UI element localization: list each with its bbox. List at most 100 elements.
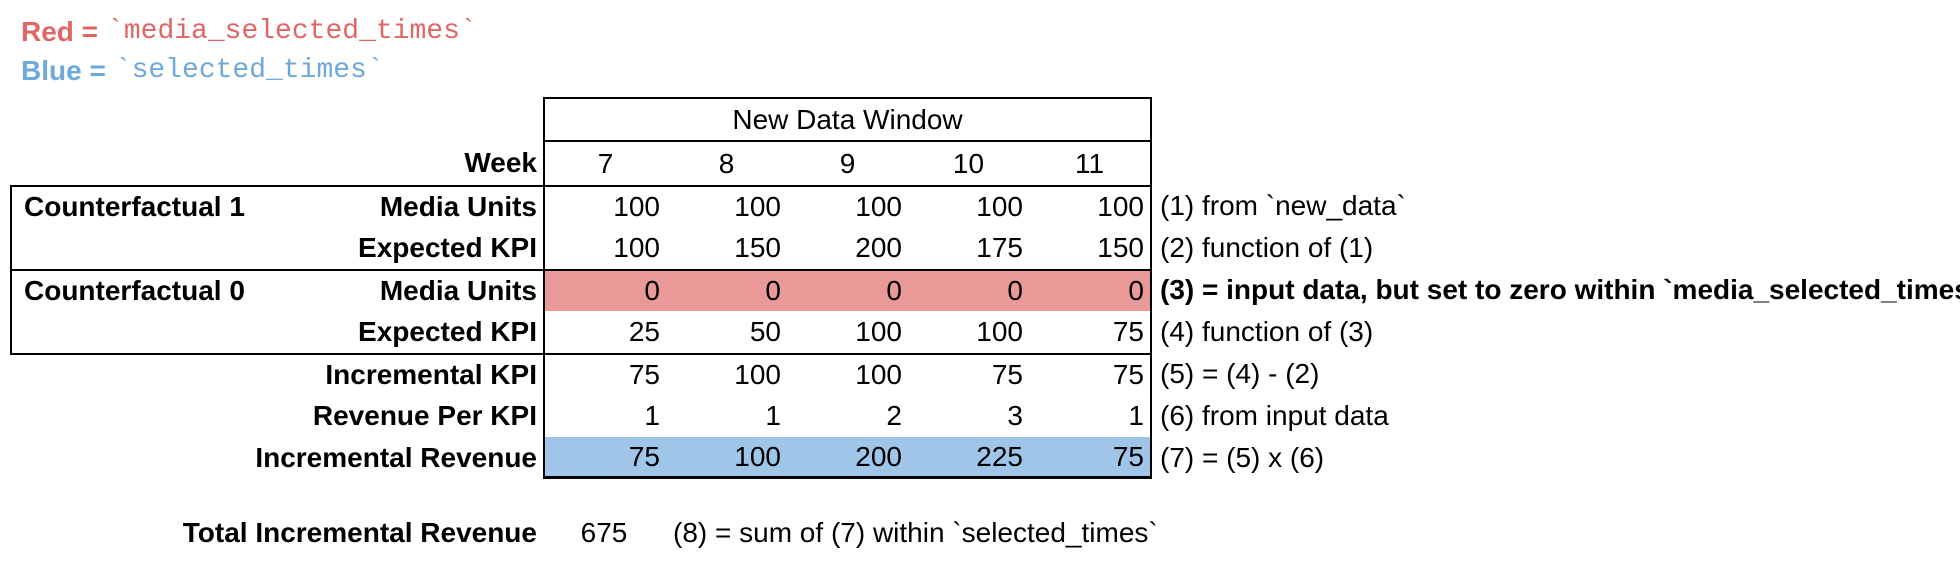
value-cell: 1 <box>1128 400 1144 431</box>
table-row-cf0-expected-kpi: Expected KPI 25 50 100 100 75 (4) functi… <box>10 311 1960 353</box>
row-label-cell: Expected KPI <box>10 227 543 269</box>
value-cell: 100 <box>1097 191 1144 222</box>
row-values: 25 50 100 100 75 <box>543 311 1152 353</box>
value-cell: 150 <box>1097 232 1144 263</box>
row-values: 100 100 100 100 100 <box>543 185 1152 227</box>
week-cell: 11 <box>1074 147 1105 179</box>
value-cell: 1 <box>644 400 660 431</box>
row-label: Expected KPI <box>358 232 537 263</box>
value-cell: 100 <box>734 191 781 222</box>
legend-red-term: Red = <box>21 15 99 47</box>
week-values: 7 8 9 10 11 <box>543 140 1152 185</box>
legend-red-line: Red = `media_selected_times` <box>21 12 477 51</box>
total-value: 675 <box>580 517 628 548</box>
row-values: 75 100 100 75 75 <box>543 353 1152 395</box>
row-values-highlight-blue: 75 100 200 225 75 <box>543 437 1152 479</box>
value-cell: 0 <box>1007 275 1023 306</box>
table-row-revenue-per-kpi: Revenue Per KPI 1 1 2 3 1 (6) from input… <box>10 395 1960 437</box>
value-cell: 0 <box>1128 275 1144 306</box>
color-legend: Red = `media_selected_times` Blue = `sel… <box>21 12 477 90</box>
total-label: Total Incremental Revenue <box>182 517 537 548</box>
row-label: Revenue Per KPI <box>312 400 537 431</box>
value-cell: 1 <box>765 400 781 431</box>
group-label: Counterfactual 1 <box>24 191 245 222</box>
row-label: Expected KPI <box>358 316 537 347</box>
value-cell: 100 <box>976 191 1023 222</box>
value-cell: 200 <box>855 232 902 263</box>
week-label: Week <box>464 146 537 178</box>
week-cell: 10 <box>952 147 985 179</box>
value-cell: 100 <box>613 191 660 222</box>
row-note: (2) function of (1) <box>1160 232 1374 263</box>
value-cell: 3 <box>1007 400 1023 431</box>
row-note: (7) = (5) x (6) <box>1160 442 1325 473</box>
row-label-cell: Counterfactual 0 Media Units <box>10 269 543 311</box>
row-label-cell: Incremental Revenue <box>10 437 543 479</box>
row-label-cell: Expected KPI <box>10 311 543 353</box>
total-row: Total Incremental Revenue 675 (8) = sum … <box>10 512 1158 554</box>
table-row-incremental-kpi: Incremental KPI 75 100 100 75 75 (5) = (… <box>10 353 1960 395</box>
value-cell: 100 <box>613 232 660 263</box>
value-cell: 150 <box>734 232 781 263</box>
value-cell: 2 <box>886 400 902 431</box>
header-spacer <box>10 97 543 140</box>
table-row-incremental-revenue: Incremental Revenue 75 100 200 225 75 (7… <box>10 437 1960 479</box>
counterfactual-table: New Data Window Week 7 8 9 10 11 Counter… <box>10 97 1960 479</box>
legend-blue-code: `selected_times` <box>114 55 384 86</box>
row-label: Incremental Revenue <box>255 442 537 473</box>
row-label-cell: Counterfactual 1 Media Units <box>10 185 543 227</box>
week-label-cell: Week <box>10 140 543 185</box>
row-label-cell: Revenue Per KPI <box>10 395 543 437</box>
value-cell: 0 <box>886 275 902 306</box>
value-cell: 75 <box>991 359 1023 390</box>
row-values: 100 150 200 175 150 <box>543 227 1152 269</box>
row-note: (1) from `new_data` <box>1160 190 1406 221</box>
value-cell: 225 <box>976 440 1023 472</box>
total-label-cell: Total Incremental Revenue <box>10 512 543 554</box>
row-note: (4) function of (3) <box>1160 316 1374 347</box>
value-cell: 75 <box>1112 359 1144 390</box>
value-cell: 0 <box>644 275 660 306</box>
value-cell: 175 <box>976 232 1023 263</box>
legend-red-code: `media_selected_times` <box>107 16 477 47</box>
row-label-cell: Incremental KPI <box>10 353 543 395</box>
legend-blue-line: Blue = `selected_times` <box>21 51 477 90</box>
row-label: Incremental KPI <box>325 359 537 390</box>
table-row-cf1-media-units: Counterfactual 1 Media Units 100 100 100… <box>10 185 1960 227</box>
header-note <box>1152 97 1960 140</box>
value-cell: 50 <box>749 316 781 347</box>
row-values: 1 1 2 3 1 <box>543 395 1152 437</box>
value-cell: 100 <box>734 359 781 390</box>
table-row-cf0-media-units: Counterfactual 0 Media Units 0 0 0 0 0 (… <box>10 269 1960 311</box>
new-data-window-header: New Data Window <box>732 103 963 135</box>
group-label: Counterfactual 0 <box>24 275 245 306</box>
week-note <box>1152 140 1960 185</box>
total-note: (8) = sum of (7) within `selected_times` <box>673 517 1158 548</box>
week-cell: 7 <box>597 147 614 179</box>
row-label: Media Units <box>379 191 537 222</box>
value-cell: 0 <box>765 275 781 306</box>
value-cell: 100 <box>855 359 902 390</box>
value-cell: 25 <box>628 316 660 347</box>
week-cell: 9 <box>839 147 856 179</box>
table-row-cf1-expected-kpi: Expected KPI 100 150 200 175 150 (2) fun… <box>10 227 1960 269</box>
row-values-highlight-red: 0 0 0 0 0 <box>543 269 1152 311</box>
row-note: (3) = input data, but set to zero within… <box>1160 274 1960 305</box>
table-header-row: New Data Window <box>10 97 1960 140</box>
value-cell: 75 <box>628 440 660 472</box>
value-cell: 100 <box>976 316 1023 347</box>
value-cell: 75 <box>1112 316 1144 347</box>
value-cell: 100 <box>855 191 902 222</box>
header-values: New Data Window <box>543 97 1152 140</box>
value-cell: 75 <box>1112 440 1144 472</box>
value-cell: 200 <box>855 440 902 472</box>
week-cell: 8 <box>718 147 735 179</box>
value-cell: 100 <box>734 440 781 472</box>
row-label: Media Units <box>379 275 537 306</box>
week-row: Week 7 8 9 10 11 <box>10 140 1960 185</box>
value-cell: 75 <box>628 359 660 390</box>
row-note: (5) = (4) - (2) <box>1160 358 1320 389</box>
legend-blue-term: Blue = <box>21 54 106 86</box>
value-cell: 100 <box>855 316 902 347</box>
